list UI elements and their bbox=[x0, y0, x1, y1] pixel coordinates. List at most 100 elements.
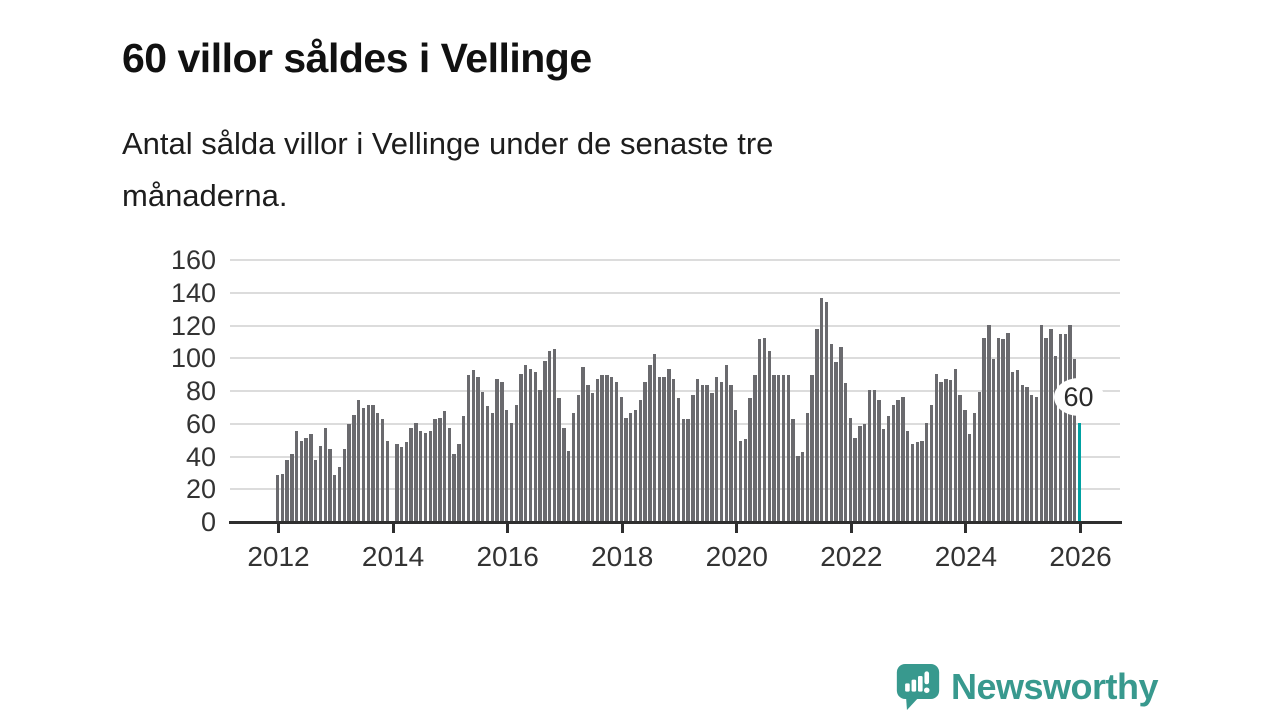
bar bbox=[896, 399, 900, 521]
chart-subtitle: Antal sålda villor i Vellinge under de s… bbox=[122, 126, 774, 213]
x-axis-tick bbox=[391, 523, 395, 533]
bar bbox=[481, 391, 485, 521]
bar bbox=[791, 419, 795, 521]
bar bbox=[648, 365, 652, 521]
bar bbox=[867, 390, 872, 521]
bar bbox=[485, 406, 490, 521]
bar bbox=[1001, 339, 1005, 521]
x-axis-tick-label: 2018 bbox=[591, 541, 654, 572]
bar bbox=[562, 427, 566, 521]
bar bbox=[925, 422, 929, 521]
bar bbox=[495, 378, 499, 521]
bar bbox=[963, 409, 967, 521]
bar bbox=[543, 360, 547, 521]
bar bbox=[853, 437, 857, 521]
bar bbox=[624, 417, 628, 521]
bar bbox=[461, 416, 466, 521]
bar bbox=[1030, 394, 1034, 521]
bar bbox=[944, 378, 948, 521]
bar bbox=[805, 412, 810, 521]
bar bbox=[547, 350, 552, 521]
bar bbox=[877, 399, 881, 521]
x-axis-tick bbox=[506, 523, 510, 533]
bar bbox=[657, 376, 662, 521]
bar bbox=[567, 450, 571, 521]
bar bbox=[399, 447, 404, 521]
bar bbox=[996, 337, 1001, 521]
bar bbox=[910, 444, 915, 521]
bar bbox=[614, 381, 619, 521]
x-axis-tick bbox=[1079, 523, 1083, 533]
x-axis-tick-label: 2020 bbox=[705, 541, 768, 572]
bar bbox=[800, 452, 805, 521]
y-axis-tick-label: 140 bbox=[170, 277, 216, 308]
bar bbox=[352, 414, 356, 521]
x-axis-tick bbox=[620, 523, 624, 533]
bar bbox=[920, 440, 924, 521]
bar bbox=[705, 385, 709, 521]
bar bbox=[1006, 332, 1010, 521]
bar bbox=[438, 417, 442, 521]
bar bbox=[619, 396, 623, 521]
gridline bbox=[230, 291, 1120, 294]
bar bbox=[953, 368, 958, 521]
bar bbox=[605, 375, 609, 521]
bar bbox=[1010, 372, 1015, 521]
bar bbox=[533, 372, 537, 521]
x-axis-tick bbox=[277, 523, 280, 533]
y-axis-tick-label: 40 bbox=[185, 441, 216, 472]
gridline bbox=[230, 259, 1120, 261]
bar bbox=[452, 453, 456, 521]
bar bbox=[858, 426, 862, 521]
bar bbox=[939, 381, 943, 521]
bar bbox=[275, 475, 280, 521]
bar bbox=[304, 437, 308, 521]
x-axis-tick bbox=[849, 523, 853, 533]
bar bbox=[633, 409, 638, 521]
bar bbox=[414, 422, 418, 521]
bar bbox=[1020, 385, 1024, 521]
bar bbox=[423, 432, 428, 521]
gridline bbox=[230, 324, 1120, 327]
bar bbox=[1063, 334, 1067, 521]
bar bbox=[328, 448, 332, 521]
bar bbox=[409, 427, 413, 521]
bar bbox=[280, 473, 284, 521]
bar bbox=[1015, 370, 1020, 521]
bar bbox=[528, 368, 533, 521]
bar bbox=[294, 430, 299, 521]
x-axis-tick-label: 2016 bbox=[476, 541, 539, 572]
bar bbox=[982, 337, 986, 521]
bar bbox=[762, 337, 767, 521]
gridline bbox=[230, 357, 1120, 360]
bar bbox=[576, 394, 580, 521]
bar bbox=[968, 434, 972, 521]
bar bbox=[333, 475, 337, 521]
bar bbox=[686, 419, 690, 521]
bar bbox=[710, 393, 714, 521]
bar bbox=[948, 380, 953, 521]
bar bbox=[662, 376, 666, 521]
bar bbox=[299, 440, 304, 521]
bar bbox=[753, 375, 757, 521]
bar bbox=[667, 368, 671, 521]
bar bbox=[977, 391, 981, 521]
newsworthy-logo: Newsworthy bbox=[895, 662, 1159, 712]
bar bbox=[347, 424, 351, 521]
page-title: 60 villor såldes i Vellinge bbox=[122, 35, 592, 82]
bar bbox=[1053, 355, 1058, 521]
bar bbox=[1034, 396, 1039, 521]
bar bbox=[524, 365, 528, 521]
bar bbox=[380, 419, 385, 521]
highlighted-bar bbox=[1077, 422, 1082, 521]
bar bbox=[638, 399, 642, 521]
bar bbox=[987, 324, 991, 521]
bar bbox=[600, 375, 604, 521]
bar bbox=[934, 373, 938, 521]
bar bbox=[609, 376, 614, 521]
bar bbox=[715, 376, 719, 521]
bar bbox=[581, 367, 585, 521]
bar bbox=[958, 394, 962, 521]
bar bbox=[676, 398, 681, 521]
bar bbox=[815, 329, 819, 521]
